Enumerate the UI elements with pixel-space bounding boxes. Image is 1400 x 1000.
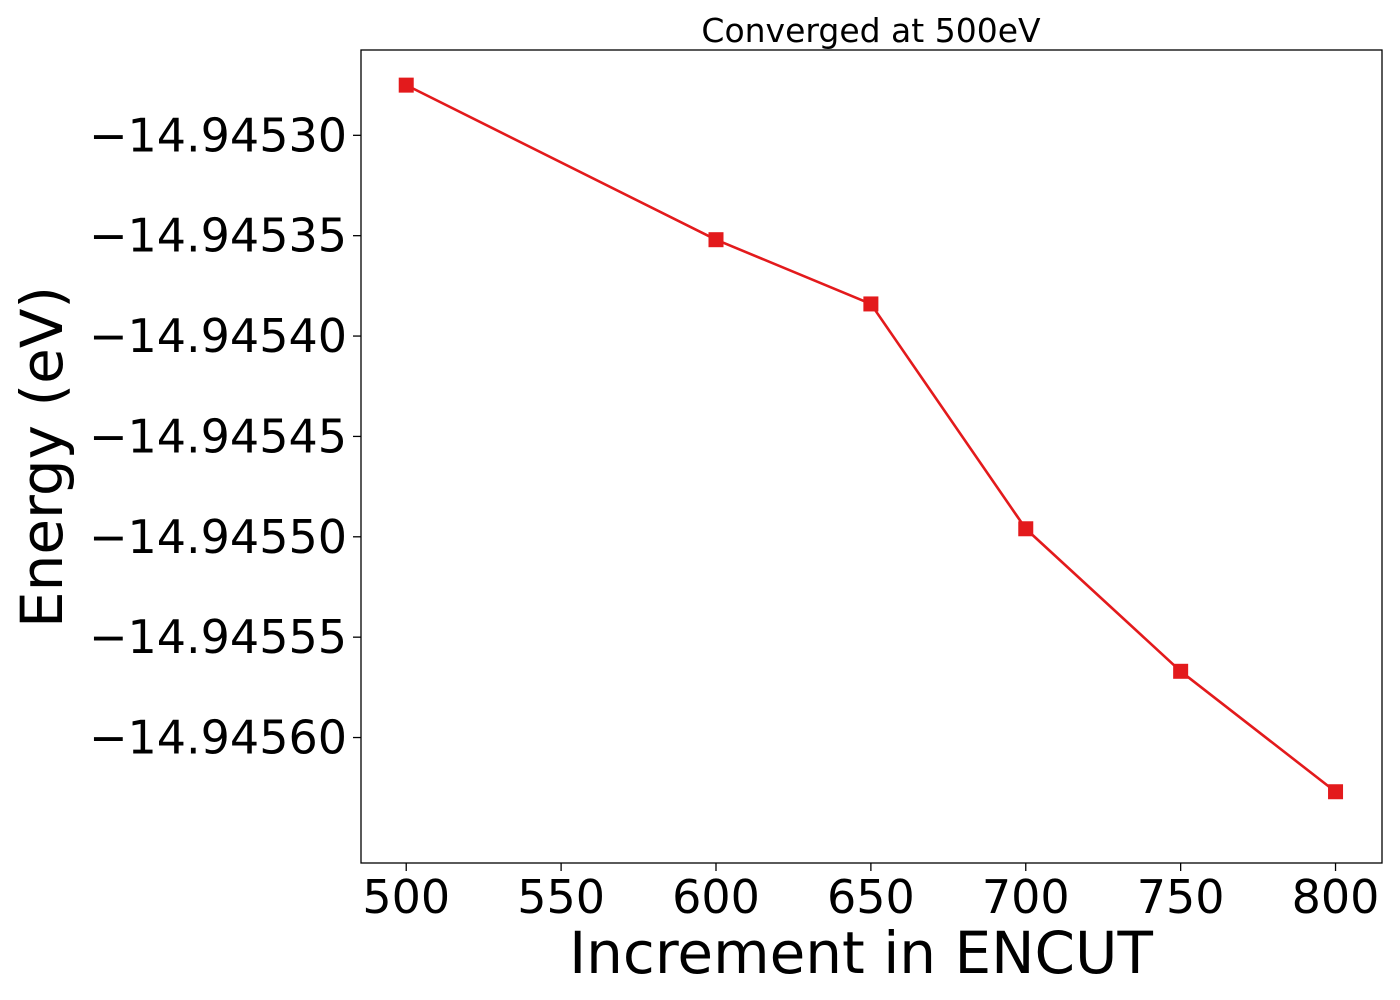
y-axis-ticks: −14.94530 −14.94535 −14.94540 −14.94545 −14.… bbox=[89, 108, 361, 765]
x-tick-label: 650 bbox=[827, 870, 915, 924]
series-layer bbox=[398, 77, 1344, 800]
x-tick-label: 600 bbox=[672, 870, 760, 924]
chart-title: Converged at 500eV bbox=[701, 11, 1041, 50]
y-tick-label: −14.94540 bbox=[89, 309, 347, 363]
y-tick-label: −14.94535 bbox=[89, 209, 347, 263]
data-point-marker bbox=[863, 296, 879, 312]
data-point-marker bbox=[1173, 663, 1189, 679]
y-axis-label: Energy (eV) bbox=[8, 286, 76, 628]
x-tick-label: 800 bbox=[1292, 870, 1380, 924]
data-point-marker bbox=[1328, 784, 1344, 800]
plot-frame bbox=[360, 49, 1383, 864]
x-tick-label: 550 bbox=[517, 870, 605, 924]
x-axis-ticks: 500 550 600 650 700 750 800 bbox=[362, 863, 1379, 924]
x-tick-label: 700 bbox=[982, 870, 1070, 924]
y-tick-label: −14.94550 bbox=[89, 510, 347, 564]
data-point-marker bbox=[398, 77, 414, 93]
y-tick-label: −14.94545 bbox=[89, 409, 347, 463]
y-tick-label: −14.94560 bbox=[89, 711, 347, 765]
x-axis-label: Increment in ENCUT bbox=[569, 919, 1153, 987]
data-point-marker bbox=[708, 232, 724, 248]
y-tick-label: −14.94530 bbox=[89, 108, 347, 162]
y-tick-label: −14.94555 bbox=[89, 610, 347, 664]
series-line bbox=[405, 83, 1337, 793]
x-tick-label: 500 bbox=[362, 870, 450, 924]
x-tick-label: 750 bbox=[1137, 870, 1225, 924]
data-point-marker bbox=[1018, 521, 1034, 537]
